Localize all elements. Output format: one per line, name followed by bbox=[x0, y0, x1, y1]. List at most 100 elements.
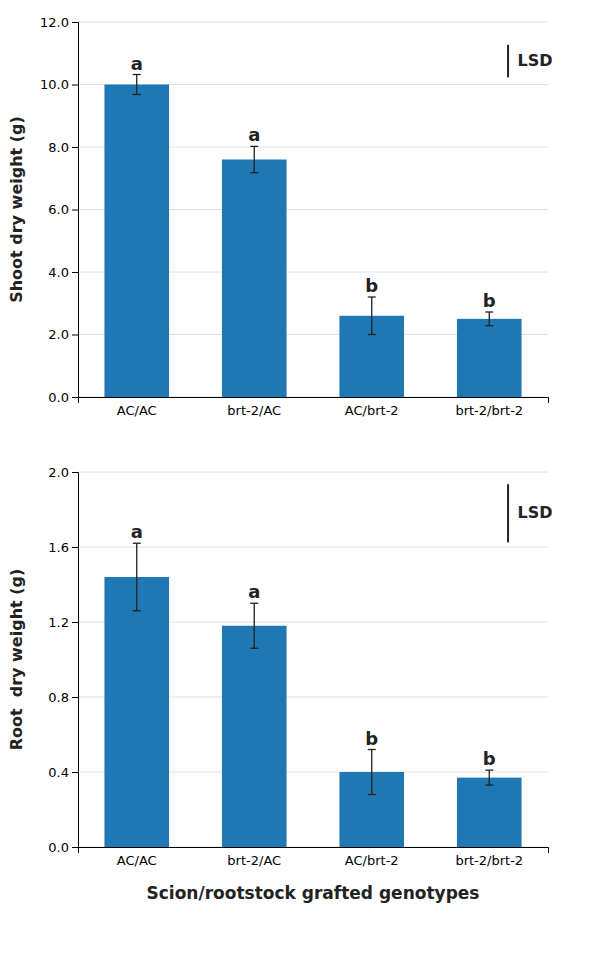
y-axis-line bbox=[72, 23, 79, 398]
y-tick-label: 0.4 bbox=[48, 765, 69, 780]
error-bar-cap bbox=[485, 769, 493, 770]
grid bbox=[78, 22, 548, 397]
x-tick-label: brt-2/AC bbox=[227, 853, 281, 868]
error-bar-cap bbox=[485, 784, 493, 785]
error-bar bbox=[368, 297, 376, 335]
error-bar-cap bbox=[368, 334, 376, 335]
y-tick: 10.0 bbox=[40, 77, 78, 92]
x-tick: brt-2/brt-2 bbox=[455, 853, 523, 868]
marks bbox=[104, 75, 521, 398]
y-tick-label: 2.0 bbox=[48, 465, 69, 480]
x-axis-line bbox=[79, 848, 549, 854]
annotation: b bbox=[483, 748, 496, 769]
x-axis-title: Scion/rootstock grafted genotypes bbox=[147, 883, 480, 903]
y-tick-label: 1.2 bbox=[48, 615, 69, 630]
lsd-label: LSD bbox=[517, 503, 552, 522]
x-tick-label: brt-2/AC bbox=[227, 403, 281, 418]
y-tick-mark bbox=[72, 847, 78, 848]
y-tick-mark bbox=[72, 85, 78, 86]
panel: aabbLSD0.00.40.81.21.62.0AC/ACbrt-2/ACAC… bbox=[7, 465, 552, 903]
y-tick-mark bbox=[72, 210, 78, 211]
error-bar-stem bbox=[489, 770, 490, 785]
bar bbox=[104, 577, 169, 847]
error-bar-cap bbox=[250, 146, 258, 147]
y-axis-line bbox=[72, 473, 79, 848]
grid-line bbox=[78, 472, 548, 473]
annotation: b bbox=[365, 275, 378, 296]
y-tick-mark bbox=[72, 772, 78, 773]
y-axis: 0.0 0.4 0.8 1.2 1.6 2.0 bbox=[48, 465, 78, 855]
y-tick: 0.8 bbox=[48, 690, 78, 705]
error-bar-cap bbox=[133, 610, 141, 611]
x-tick-label: AC/brt-2 bbox=[345, 853, 399, 868]
annotation: a bbox=[248, 124, 260, 145]
y-tick: 2.0 bbox=[48, 465, 78, 480]
y-axis-title: Root dry weight (g) bbox=[7, 569, 26, 751]
lsd-bar bbox=[507, 484, 509, 542]
marks bbox=[104, 543, 521, 847]
grid-line bbox=[78, 547, 548, 548]
x-tick-label: brt-2/brt-2 bbox=[455, 853, 523, 868]
error-bar-stem bbox=[136, 75, 137, 95]
y-tick-mark bbox=[72, 697, 78, 698]
annotation: b bbox=[483, 290, 496, 311]
error-bar-cap bbox=[485, 325, 493, 326]
x-tick: AC/brt-2 bbox=[345, 403, 399, 418]
y-tick-label: 0.0 bbox=[48, 840, 69, 855]
x-tick: brt-2/AC bbox=[227, 853, 281, 868]
bar bbox=[222, 626, 287, 847]
annotation: a bbox=[248, 581, 260, 602]
error-bar bbox=[133, 543, 141, 611]
x-tick: brt-2/AC bbox=[227, 403, 281, 418]
y-tick-mark bbox=[72, 397, 78, 398]
x-tick-label: AC/AC bbox=[117, 853, 157, 868]
error-bar-stem bbox=[371, 750, 372, 795]
lsd-bar bbox=[507, 45, 509, 78]
y-tick-mark bbox=[72, 622, 78, 623]
lsd-label: LSD bbox=[517, 51, 552, 70]
y-tick-label: 2.0 bbox=[48, 327, 69, 342]
y-tick-label: 8.0 bbox=[48, 140, 69, 155]
y-tick: 6.0 bbox=[48, 202, 78, 217]
panel: aabbLSD0.02.04.06.08.010.012.0AC/ACbrt-2… bbox=[7, 15, 552, 419]
x-axis: AC/AC brt-2/AC AC/brt-2 brt-2/brt-2 bbox=[79, 848, 549, 869]
error-bar-cap bbox=[133, 94, 141, 95]
error-bar-stem bbox=[254, 146, 255, 172]
error-bar-cap bbox=[368, 794, 376, 795]
y-tick: 0.0 bbox=[48, 840, 78, 855]
x-tick-label: brt-2/brt-2 bbox=[455, 403, 523, 418]
error-bar-cap bbox=[133, 543, 141, 544]
y-tick-mark bbox=[72, 472, 78, 473]
error-bar bbox=[133, 75, 141, 95]
error-bar-stem bbox=[371, 297, 372, 335]
y-tick: 4.0 bbox=[48, 265, 78, 280]
bar bbox=[457, 778, 522, 847]
grid-line bbox=[78, 22, 548, 23]
x-tick-label: AC/AC bbox=[117, 403, 157, 418]
error-bar-stem bbox=[254, 603, 255, 648]
y-tick-label: 10.0 bbox=[40, 77, 69, 92]
y-tick-mark bbox=[72, 335, 78, 336]
y-tick-mark bbox=[72, 272, 78, 273]
error-bar bbox=[250, 146, 258, 172]
y-tick-mark bbox=[72, 147, 78, 148]
y-tick: 12.0 bbox=[40, 15, 78, 30]
y-tick: 2.0 bbox=[48, 327, 78, 342]
y-tick: 1.2 bbox=[48, 615, 78, 630]
y-tick-label: 0.0 bbox=[48, 390, 69, 405]
y-axis: 0.0 2.0 4.0 6.0 8.0 10.0 12.0 bbox=[40, 15, 78, 405]
y-tick: 0.4 bbox=[48, 765, 78, 780]
error-bar bbox=[485, 312, 493, 326]
y-tick-label: 0.8 bbox=[48, 690, 69, 705]
error-bar bbox=[250, 603, 258, 648]
error-bar-cap bbox=[368, 296, 376, 297]
annotation: a bbox=[131, 521, 143, 542]
x-tick: AC/AC bbox=[117, 403, 157, 418]
y-tick-label: 12.0 bbox=[40, 15, 69, 30]
bar bbox=[222, 160, 287, 398]
error-bar-cap bbox=[250, 172, 258, 173]
x-tick: brt-2/brt-2 bbox=[455, 403, 523, 418]
y-tick: 8.0 bbox=[48, 140, 78, 155]
y-tick: 1.6 bbox=[48, 540, 78, 555]
error-bar-cap bbox=[250, 603, 258, 604]
